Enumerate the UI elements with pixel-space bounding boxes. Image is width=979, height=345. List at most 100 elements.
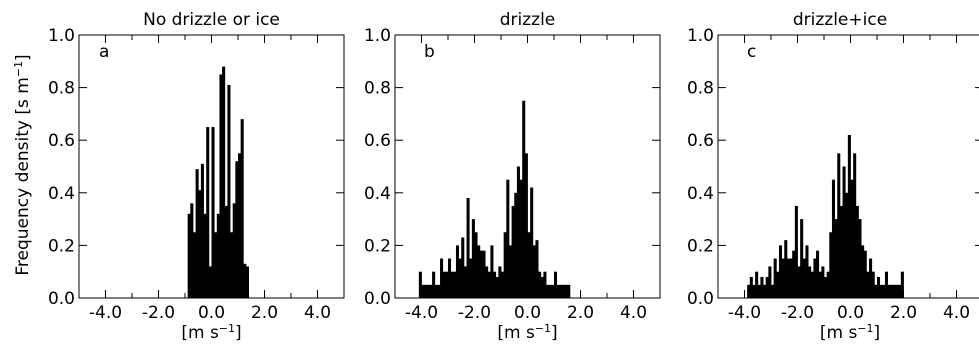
- panel-a-bar: [206, 127, 210, 298]
- panel-b-bar: [424, 284, 428, 298]
- panel-c-y-tick-label: 1.0: [687, 26, 714, 46]
- panel-c-bar: [768, 266, 772, 298]
- panel-c-bar: [755, 271, 759, 298]
- panel-c-bar: [805, 245, 809, 298]
- panel-a-bar: [235, 161, 239, 298]
- panel-b-x-tick-label: -2.0: [458, 303, 491, 323]
- panel-b-bar: [434, 284, 438, 298]
- panel-b-bar: [469, 258, 473, 298]
- panel-b-x-tick-label: -4.0: [405, 303, 438, 323]
- panel-a-x-tick-label: 2.0: [251, 303, 278, 323]
- panel-b-bar: [463, 266, 467, 298]
- y-axis-label-group: Frequency density [s m−1]: [12, 54, 34, 275]
- panel-b-bar: [522, 100, 526, 298]
- panel-b-bar: [503, 232, 507, 298]
- panel-b-x-tick-label: 4.0: [620, 303, 647, 323]
- panel-c-x-tick-label: 0.0: [837, 303, 864, 323]
- panel-c-bar: [831, 179, 835, 298]
- panel-b-bar: [474, 232, 478, 298]
- panel-b-bar: [479, 250, 483, 298]
- panel-b-bar: [540, 276, 544, 298]
- panel-c-bar: [847, 134, 851, 298]
- panel-c-bar: [773, 258, 777, 298]
- panel-c-bar: [884, 271, 888, 298]
- panel-b-bar: [501, 271, 505, 298]
- panel-b-bar: [551, 284, 555, 298]
- panel-b-bar: [543, 271, 547, 298]
- panel-b-y-tick-label: 0.8: [364, 79, 391, 99]
- panel-a-bar: [203, 213, 207, 298]
- panel-c: drizzle+ice -4.0 -2.0 0.0 2.0 4.0 0.0 0.2 0.4 0.…: [687, 10, 979, 343]
- panel-c-bar: [837, 153, 841, 298]
- panel-b-bar: [519, 179, 523, 298]
- panel-a-bar: [211, 127, 215, 298]
- panel-a-bars: [187, 66, 249, 298]
- panel-b-bar: [564, 284, 568, 298]
- panel-b-bar: [559, 284, 563, 298]
- panel-b-bar: [440, 258, 444, 298]
- panel-c-bar: [892, 284, 896, 298]
- panel-a-bar: [224, 205, 228, 298]
- panel-a-bar: [222, 66, 226, 298]
- panel-b-x-tick-label: 0.0: [514, 303, 541, 323]
- panel-c-x-tick-label: -2.0: [781, 303, 814, 323]
- panel-c-bar: [821, 266, 825, 298]
- panel-a-x-tick-label: -4.0: [89, 303, 122, 323]
- panel-c-bar: [763, 284, 767, 298]
- panel-a-y-tick-label: 0.4: [48, 184, 75, 204]
- panel-c-bar: [863, 250, 867, 298]
- panel-b-bar: [471, 219, 475, 298]
- panel-a-y-tick-label: 0.0: [48, 289, 75, 309]
- panel-b-bar: [445, 271, 449, 298]
- panel-c-bar: [808, 266, 812, 298]
- panel-c-bar: [858, 219, 862, 298]
- panel-b-bar: [477, 245, 481, 298]
- panel-b-bar: [561, 284, 565, 298]
- panel-b-bar: [527, 232, 531, 298]
- panel-b-bar: [485, 266, 489, 298]
- panel-b-bar: [538, 271, 542, 298]
- panel-a-bar: [232, 203, 236, 298]
- panel-c-bar: [781, 258, 785, 298]
- panel-a-bar: [245, 266, 249, 298]
- panel-b-bar: [487, 271, 491, 298]
- panel-b-title: drizzle: [500, 10, 556, 30]
- panel-c-bar: [816, 250, 820, 298]
- panel-c-bar: [895, 284, 899, 298]
- panel-a-bar: [238, 153, 242, 298]
- panel-c-y-tick-label: 0.0: [687, 289, 714, 309]
- panel-b-letter: b: [424, 42, 435, 62]
- panel-c-bar: [786, 258, 790, 298]
- panel-b-bar: [482, 250, 486, 298]
- panel-c-y-tick-label: 0.6: [687, 131, 714, 151]
- panel-a-bar: [240, 119, 244, 298]
- panel-b-bar: [455, 245, 459, 298]
- panel-c-bar: [871, 271, 875, 298]
- panel-c-bar: [747, 284, 751, 298]
- panel-c-bar: [752, 284, 756, 298]
- panel-c-bar: [760, 276, 764, 298]
- panel-c-bar: [800, 219, 804, 298]
- y-axis-label-sup: −1: [12, 61, 25, 77]
- panel-c-y-tick-label: 0.4: [687, 184, 714, 204]
- panel-c-bar: [898, 284, 902, 298]
- panel-a-bar: [243, 263, 247, 298]
- panel-c-bar: [771, 284, 775, 298]
- panel-b-bar: [498, 266, 502, 298]
- panel-c-y-tick-label: 0.2: [687, 236, 714, 256]
- panel-c-bar: [890, 284, 894, 298]
- panel-b-y-tick-label: 0.4: [364, 184, 391, 204]
- panel-b-bar: [554, 271, 558, 298]
- panel-c-bar: [855, 205, 859, 298]
- panel-b-y-tick-label: 1.0: [364, 26, 391, 46]
- panel-c-bar: [797, 266, 801, 298]
- panel-c-bar: [842, 166, 846, 298]
- panel-c-bar: [776, 271, 780, 298]
- panel-c-bar: [794, 205, 798, 298]
- panel-b-x-tick-label: 2.0: [567, 303, 594, 323]
- panel-c-x-tick-label: 4.0: [943, 303, 970, 323]
- panel-c-bar: [789, 258, 793, 298]
- panel-a: No drizzle or ice -4.0 -2.0 0.0 2.0 4.0 0.0 0.…: [48, 10, 345, 343]
- panel-a-y-tick-label: 0.6: [48, 131, 75, 151]
- panel-c-bar: [784, 240, 788, 298]
